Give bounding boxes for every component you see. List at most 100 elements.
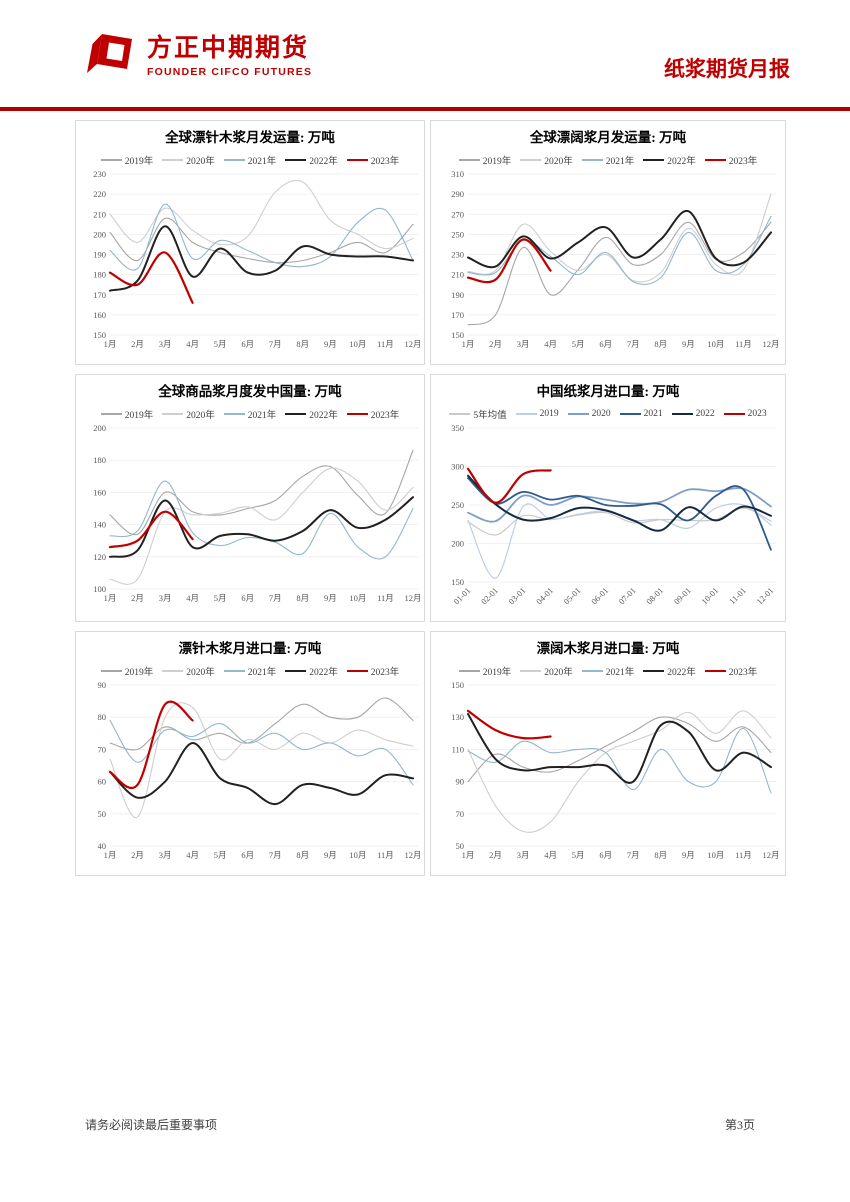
legend-line-swatch <box>619 413 641 415</box>
svg-text:180: 180 <box>93 270 106 280</box>
legend-item: 2023年 <box>704 664 758 679</box>
chart-plot: 50 70 90 110 130 150 1月 2月 3月 4月 5月 6月 7月 8月 9月 10月 11月 1… <box>451 680 778 860</box>
svg-text:110: 110 <box>452 745 464 755</box>
legend-label: 2021年 <box>247 411 277 422</box>
svg-text:7月: 7月 <box>627 339 640 349</box>
chart-legend: 2019年 2020年 2021年 2022年 2023年 <box>100 153 399 168</box>
legend-label: 2022年 <box>309 668 338 679</box>
svg-text:200: 200 <box>93 230 106 240</box>
svg-text:3月: 3月 <box>159 339 172 349</box>
brand-name-en: FOUNDER CIFCO FUTURES <box>147 65 313 78</box>
svg-text:350: 350 <box>451 423 464 433</box>
svg-text:5月: 5月 <box>214 339 227 349</box>
legend-item: 2020年 <box>520 664 573 678</box>
chart-plot: 40 50 60 70 80 90 1月 2月 3月 4月 5月 6月 7月 8月 9月 10月 11月 12月 <box>98 680 421 860</box>
svg-text:130: 130 <box>451 712 464 722</box>
svg-text:6月: 6月 <box>599 339 612 349</box>
legend-line-swatch <box>704 669 726 673</box>
charts-grid: 全球漂针木浆月发运量: 万吨 2019年 2020年 2021年 2022年 2023年… <box>75 120 786 876</box>
svg-text:1月: 1月 <box>104 339 117 349</box>
chart-hardwood-imports: 漂阔木浆月进口量: 万吨 2019年 2020年 2021年 2022年 2023年 5… <box>430 631 786 876</box>
legend-label: 2022年 <box>667 157 696 168</box>
svg-text:200: 200 <box>451 539 464 549</box>
legend-line-swatch <box>458 159 480 161</box>
legend-item: 2023年 <box>346 664 400 679</box>
svg-text:11月: 11月 <box>377 850 394 860</box>
legend-item: 2019年 <box>458 664 511 678</box>
legend-item: 2019年 <box>100 664 153 678</box>
svg-text:3月: 3月 <box>517 339 530 349</box>
svg-text:02-01: 02-01 <box>479 586 500 607</box>
legend-item: 2019 <box>515 409 559 420</box>
svg-text:09-01: 09-01 <box>672 586 693 607</box>
chart-hardwood-shipments: 全球漂阔浆月发运量: 万吨 2019年 2020年 2021年 2022年 2023年 … <box>430 120 786 365</box>
legend-item: 2020年 <box>520 153 573 167</box>
svg-text:3月: 3月 <box>517 850 530 860</box>
svg-text:2月: 2月 <box>131 593 144 603</box>
legend-item: 5年均值 <box>449 407 507 421</box>
legend-label: 2023年 <box>370 668 400 679</box>
legend-item: 2021年 <box>223 153 277 168</box>
svg-text:90: 90 <box>456 777 465 787</box>
legend-label: 2020 <box>591 409 611 420</box>
legend-item: 2023年 <box>346 153 399 167</box>
legend-label: 2020年 <box>544 668 573 679</box>
legend-label: 2021年 <box>247 668 277 679</box>
svg-text:270: 270 <box>451 209 464 219</box>
svg-text:11月: 11月 <box>377 593 394 603</box>
page-footer: 请务必阅读最后重要事项 第3页 <box>85 1116 755 1133</box>
legend-line-swatch <box>162 159 184 161</box>
svg-text:12-01: 12-01 <box>754 586 775 607</box>
chart-legend: 5年均值 2019 2020 2021 2022 2023 <box>449 407 767 421</box>
svg-text:250: 250 <box>451 500 464 510</box>
svg-text:10月: 10月 <box>349 593 366 603</box>
svg-text:5月: 5月 <box>572 850 585 860</box>
legend-item: 2021年 <box>223 664 277 679</box>
legend-label: 2023年 <box>728 668 758 679</box>
svg-text:7月: 7月 <box>627 850 640 860</box>
svg-text:90: 90 <box>98 680 107 690</box>
legend-line-swatch <box>643 669 665 673</box>
chart-title: 全球漂阔浆月发运量: 万吨 <box>529 130 687 145</box>
legend-line-swatch <box>162 413 184 415</box>
svg-text:100: 100 <box>93 584 106 594</box>
svg-text:4月: 4月 <box>186 850 199 860</box>
svg-text:6月: 6月 <box>241 593 254 603</box>
svg-text:12月: 12月 <box>404 339 420 349</box>
svg-text:4月: 4月 <box>544 339 557 349</box>
chart-legend: 2019年 2020年 2021年 2022年 2023年 <box>458 153 758 168</box>
legend-label: 2021年 <box>247 157 277 168</box>
legend-label: 2023年 <box>728 157 758 168</box>
legend-item: 2021年 <box>223 407 277 422</box>
legend-label: 2020年 <box>186 411 215 422</box>
svg-text:50: 50 <box>98 809 107 819</box>
svg-text:4月: 4月 <box>186 339 199 349</box>
svg-text:120: 120 <box>93 552 106 562</box>
legend-label: 2019年 <box>124 411 154 422</box>
legend-item: 2022 <box>671 409 715 420</box>
svg-text:3月: 3月 <box>159 593 172 603</box>
svg-text:150: 150 <box>451 577 464 587</box>
legend-line-swatch <box>723 412 745 416</box>
svg-text:4月: 4月 <box>186 593 199 603</box>
legend-label: 2023 <box>747 409 767 420</box>
svg-text:11月: 11月 <box>377 339 394 349</box>
svg-text:7月: 7月 <box>269 593 282 603</box>
svg-text:80: 80 <box>98 712 107 722</box>
svg-text:3月: 3月 <box>159 850 172 860</box>
report-title: 纸浆期货月报 <box>664 58 790 81</box>
legend-line-swatch <box>520 670 542 672</box>
svg-text:7月: 7月 <box>269 339 282 349</box>
svg-text:170: 170 <box>451 310 464 320</box>
svg-text:8月: 8月 <box>296 850 309 860</box>
legend-label: 2019 <box>539 409 559 420</box>
legend-item: 2020年 <box>162 664 215 678</box>
chart-title: 全球商品浆月度发中国量: 万吨 <box>158 384 342 399</box>
header-divider <box>0 107 850 111</box>
legend-label: 2022年 <box>309 157 338 168</box>
svg-text:04-01: 04-01 <box>534 586 555 607</box>
legend-line-swatch <box>346 158 368 162</box>
svg-text:70: 70 <box>456 809 465 819</box>
legend-label: 2022 <box>695 409 715 420</box>
svg-text:1月: 1月 <box>462 339 475 349</box>
